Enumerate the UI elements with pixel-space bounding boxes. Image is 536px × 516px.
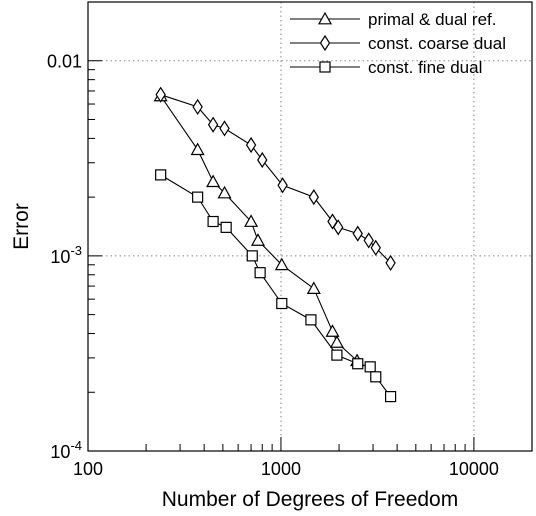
x-axis-label: Number of Degrees of Freedom bbox=[162, 488, 458, 511]
square-marker bbox=[276, 297, 288, 310]
legend: primal & dual ref. const. coarse dual cons… bbox=[290, 10, 506, 77]
diamond-marker bbox=[155, 86, 166, 103]
tick-labels: 100 1000 10000 10-4 10-3 0.01 bbox=[47, 52, 499, 479]
series-diamond bbox=[155, 86, 396, 272]
x-tick-label: 10000 bbox=[449, 459, 499, 479]
diamond-marker bbox=[363, 232, 374, 249]
triangle-marker bbox=[329, 335, 344, 348]
triangle-marker bbox=[217, 185, 232, 199]
triangle-marker bbox=[325, 324, 340, 337]
diamond-marker bbox=[370, 239, 381, 256]
diamond-marker bbox=[245, 136, 257, 154]
series-line bbox=[160, 95, 358, 362]
triangle-marker bbox=[306, 281, 321, 294]
square-marker bbox=[155, 169, 167, 181]
x-tick-label: 1000 bbox=[261, 459, 301, 479]
legend-label: const. coarse dual bbox=[368, 34, 506, 53]
square-marker bbox=[319, 61, 331, 73]
square-marker bbox=[384, 391, 397, 403]
square-marker bbox=[192, 191, 204, 203]
diamond-marker bbox=[308, 189, 320, 206]
square-marker bbox=[220, 221, 232, 233]
square-marker bbox=[305, 314, 317, 326]
plot-frame bbox=[87, 1, 533, 452]
triangle-marker bbox=[317, 11, 333, 25]
diamond-marker bbox=[385, 254, 396, 272]
triangle-marker bbox=[206, 174, 221, 188]
triangle-marker bbox=[274, 257, 289, 271]
diamond-marker bbox=[192, 98, 203, 116]
diamond-marker bbox=[207, 116, 219, 133]
square-marker bbox=[254, 267, 266, 279]
diamond-marker bbox=[319, 34, 331, 52]
legend-label: primal & dual ref. bbox=[368, 10, 497, 29]
square-marker bbox=[331, 349, 343, 361]
series-square bbox=[155, 169, 397, 403]
square-marker bbox=[352, 358, 364, 370]
square-marker bbox=[246, 250, 258, 262]
y-tick-label: 10-4 bbox=[50, 438, 82, 462]
diamond-marker bbox=[219, 120, 230, 137]
y-axis-label: Error bbox=[10, 203, 33, 250]
series-group bbox=[153, 86, 397, 403]
grid-lines bbox=[88, 2, 532, 451]
triangle-marker bbox=[244, 214, 259, 227]
diamond-marker bbox=[277, 177, 288, 194]
triangle-marker bbox=[190, 142, 205, 156]
diamond-marker bbox=[332, 219, 344, 236]
triangle-marker bbox=[250, 233, 265, 246]
square-marker bbox=[370, 371, 382, 383]
y-tick-label: 0.01 bbox=[47, 52, 82, 72]
square-marker bbox=[364, 361, 376, 373]
x-tick-label: 100 bbox=[73, 459, 103, 479]
legend-label: const. fine dual bbox=[368, 58, 482, 77]
square-marker bbox=[207, 215, 219, 228]
diamond-marker bbox=[257, 151, 268, 169]
diamond-marker bbox=[352, 225, 363, 242]
y-tick-label: 10-3 bbox=[50, 243, 82, 267]
